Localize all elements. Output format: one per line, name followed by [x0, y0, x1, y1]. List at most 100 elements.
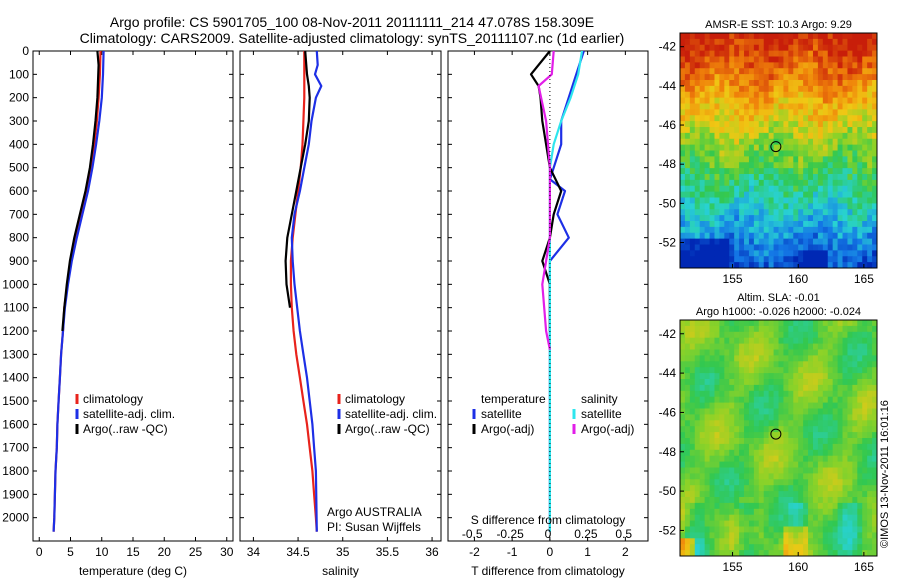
heatmap-cell — [803, 449, 809, 457]
heatmap-cell — [714, 33, 720, 40]
heatmap-cell — [719, 115, 725, 122]
heatmap-cell — [689, 461, 696, 468]
heatmap-cell — [719, 91, 725, 99]
heatmap-cell — [724, 115, 730, 122]
heatmap-cell — [822, 56, 829, 63]
heatmap-cell — [793, 80, 799, 87]
heatmap-cell — [714, 50, 720, 57]
heatmap-cell — [704, 331, 710, 339]
heatmap-cell — [867, 174, 873, 181]
heatmap-cell — [793, 432, 799, 439]
heatmap-cell — [699, 132, 706, 140]
heatmap-cell — [773, 168, 779, 175]
heatmap-cell — [857, 379, 863, 386]
heatmap-cell — [872, 337, 878, 344]
heatmap-cell — [699, 361, 706, 368]
heatmap-cell — [773, 56, 779, 63]
heatmap-cell — [714, 197, 720, 204]
heatmap-cell — [808, 97, 814, 104]
heatmap-cell — [734, 467, 740, 474]
heatmap-cell — [778, 85, 784, 93]
heatmap-cell — [694, 532, 701, 539]
heatmap-cell — [798, 226, 804, 234]
heatmap-cell — [847, 85, 853, 93]
heatmap-cell — [817, 56, 824, 63]
heatmap-cell — [867, 325, 873, 333]
heatmap-cell — [680, 191, 686, 198]
heatmap-cell — [689, 485, 696, 492]
heatmap-cell — [867, 485, 873, 492]
heatmap-cell — [872, 455, 878, 462]
heatmap-cell — [852, 179, 858, 187]
heatmap-cell — [684, 408, 691, 415]
heatmap-cell — [709, 325, 715, 333]
heatmap-cell — [734, 232, 740, 240]
heatmap-cell — [867, 414, 873, 421]
heatmap-cell — [714, 414, 720, 421]
heatmap-cell — [724, 103, 730, 110]
heatmap-cell — [857, 414, 863, 421]
heatmap-cell — [822, 80, 829, 87]
heatmap-cell — [837, 74, 843, 81]
series-line-satellite — [290, 50, 323, 532]
heatmap-cell — [827, 103, 834, 110]
y-tick-label: 300 — [9, 114, 29, 128]
heatmap-cell — [773, 373, 779, 380]
heatmap-cell — [684, 325, 691, 333]
x-axis-label: salinity — [322, 564, 359, 578]
heatmap-cell — [847, 373, 853, 380]
heatmap-cell — [832, 68, 838, 75]
heatmap-cell — [744, 361, 750, 368]
heatmap-cell — [788, 103, 794, 110]
heatmap-cell — [719, 502, 725, 510]
heatmap-cell — [709, 115, 715, 122]
heatmap-cell — [680, 232, 686, 240]
heatmap-cell — [758, 337, 765, 344]
heatmap-cell — [704, 402, 710, 409]
heatmap-cell — [768, 473, 774, 480]
heatmap-cell — [773, 121, 779, 128]
heatmap-cell — [847, 50, 853, 57]
heatmap-cell — [832, 467, 838, 474]
heatmap-cell — [832, 331, 838, 339]
heatmap-cell — [680, 485, 686, 492]
heatmap-cell — [857, 384, 863, 392]
heatmap-cell — [842, 91, 848, 99]
heatmap-cell — [812, 44, 819, 52]
heatmap-cell — [709, 174, 715, 181]
heatmap-cell — [837, 491, 843, 498]
heatmap-cell — [694, 91, 701, 99]
heatmap-cell — [734, 414, 740, 421]
heatmap-cell — [778, 56, 784, 63]
heatmap-cell — [699, 461, 706, 468]
heatmap-cell — [812, 33, 819, 40]
heatmap-cell — [862, 115, 868, 122]
heatmap-cell — [773, 479, 779, 486]
heatmap-cell — [837, 479, 843, 486]
heatmap-cell — [699, 50, 706, 57]
heatmap-cell — [753, 426, 760, 433]
heatmap-cell — [724, 62, 730, 69]
heatmap-cell — [842, 174, 848, 181]
heatmap-cell — [714, 337, 720, 344]
heatmap-cell — [748, 138, 755, 146]
heatmap-cell — [709, 491, 715, 498]
heatmap-cell — [699, 256, 706, 263]
heatmap-cell — [793, 532, 799, 539]
heatmap-cell — [822, 132, 829, 140]
heatmap-cell — [803, 538, 809, 545]
heatmap-cell — [862, 544, 868, 551]
heatmap-cell — [832, 402, 838, 409]
heatmap-cell — [704, 115, 710, 122]
heatmap-cell — [862, 508, 868, 516]
heatmap-cell — [714, 97, 720, 104]
heatmap-cell — [862, 514, 868, 521]
heatmap-cell — [748, 514, 755, 521]
heatmap-cell — [694, 467, 701, 474]
heatmap-cell — [753, 68, 760, 75]
heatmap-cell — [763, 150, 770, 157]
heatmap-cell — [798, 62, 804, 69]
heatmap-cell — [827, 373, 834, 380]
heatmap-cell — [753, 168, 760, 175]
